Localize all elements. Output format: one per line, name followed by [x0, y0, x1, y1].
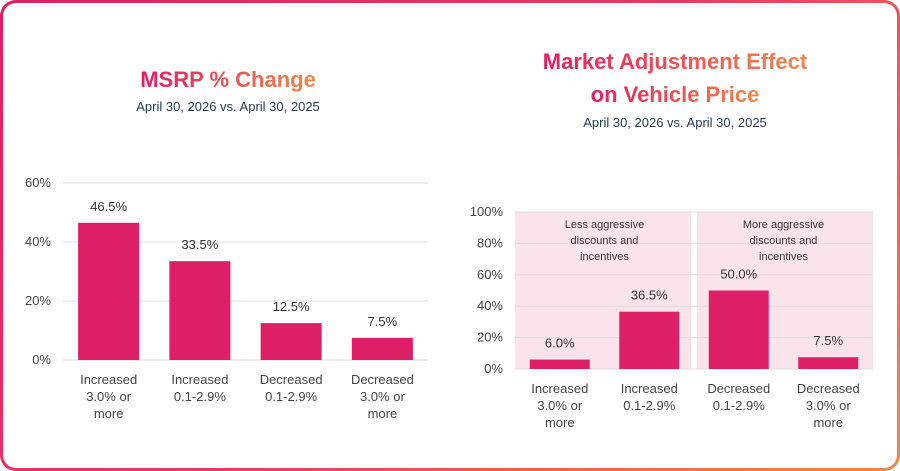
y-tick-label: 40% — [477, 298, 503, 313]
chart-1: MSRP % Change April 30, 2026 vs. April 30… — [25, 67, 428, 421]
x-tick-label: 3.0% or — [806, 398, 851, 413]
data-label: 36.5% — [631, 288, 668, 303]
x-tick-label: 0.1-2.9% — [174, 389, 226, 404]
data-label: 7.5% — [813, 333, 843, 348]
y-tick-label: 0% — [484, 361, 503, 376]
card: MSRP % Change April 30, 2026 vs. April 30… — [3, 3, 897, 468]
x-tick-label: more — [368, 406, 398, 421]
x-tick-label: 3.0% or — [86, 389, 131, 404]
annotation-text: incentives — [580, 251, 629, 263]
chart-subtitle: April 30, 2026 vs. April 30, 2025 — [136, 99, 320, 114]
chart-title: on Vehicle Price — [591, 82, 760, 107]
bar — [169, 261, 231, 360]
annotation-text: discounts and — [750, 235, 818, 247]
charts-canvas: MSRP % Change April 30, 2026 vs. April 30… — [25, 49, 873, 430]
data-label: 50.0% — [720, 267, 757, 282]
bar — [708, 290, 769, 369]
bar — [260, 323, 322, 360]
x-tick-label: more — [813, 415, 843, 430]
data-label: 33.5% — [181, 237, 218, 252]
y-tick-label: 40% — [25, 234, 51, 249]
x-tick-label: Decreased — [797, 381, 860, 396]
y-tick-label: 100% — [470, 204, 504, 219]
annotation-text: incentives — [759, 251, 808, 263]
data-label: 6.0% — [545, 336, 575, 351]
chart-2: Market Adjustment Effect on Vehicle Price… — [470, 49, 873, 430]
annotation-text: discounts and — [571, 235, 639, 247]
y-tick-label: 60% — [477, 267, 503, 282]
y-tick-label: 20% — [25, 293, 51, 308]
data-label: 7.5% — [368, 314, 398, 329]
x-tick-label: Increased — [621, 381, 678, 396]
x-tick-label: Increased — [171, 372, 228, 387]
x-tick-label: 0.1-2.9% — [623, 398, 675, 413]
x-tick-label: Decreased — [707, 381, 770, 396]
annotation-text: More aggressive — [743, 219, 824, 231]
x-tick-label: 3.0% or — [537, 398, 582, 413]
x-tick-label: Decreased — [260, 372, 323, 387]
x-tick-label: Increased — [80, 372, 137, 387]
x-tick-label: Increased — [531, 381, 588, 396]
chart-subtitle: April 30, 2026 vs. April 30, 2025 — [583, 115, 767, 130]
bar — [798, 357, 859, 369]
x-tick-label: more — [545, 415, 575, 430]
y-tick-label: 80% — [477, 235, 503, 250]
bar — [619, 311, 680, 369]
x-tick-label: 0.1-2.9% — [713, 398, 765, 413]
x-tick-label: Decreased — [351, 372, 414, 387]
y-tick-label: 60% — [25, 175, 51, 190]
chart-title: Market Adjustment Effect — [543, 49, 808, 74]
annotation-text: Less aggressive — [565, 219, 645, 231]
x-tick-label: 0.1-2.9% — [265, 389, 317, 404]
y-tick-label: 20% — [477, 330, 503, 345]
bar — [78, 222, 140, 360]
data-label: 46.5% — [90, 199, 127, 214]
chart-title: MSRP % Change — [140, 67, 316, 92]
bar — [529, 359, 590, 369]
x-tick-label: 3.0% or — [360, 389, 405, 404]
x-tick-label: more — [94, 406, 124, 421]
y-tick-label: 0% — [32, 352, 51, 367]
bar — [351, 337, 413, 360]
data-label: 12.5% — [273, 299, 310, 314]
